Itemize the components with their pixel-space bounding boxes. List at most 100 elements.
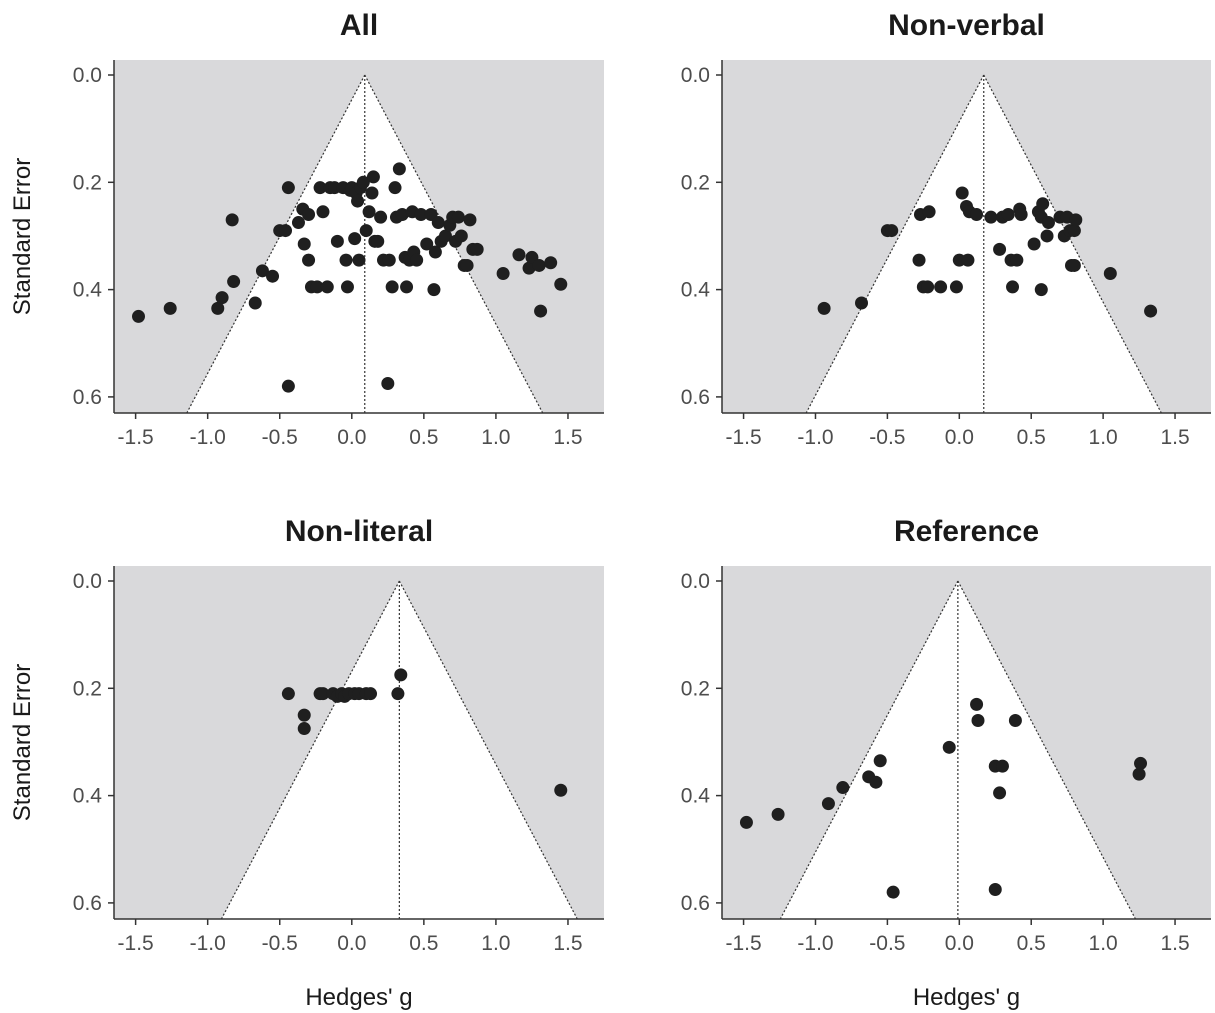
data-point — [248, 296, 262, 310]
data-point — [374, 210, 388, 224]
data-point — [302, 207, 316, 221]
x-tick-label: 1.0 — [1089, 426, 1118, 449]
funnel-left-edge — [186, 74, 366, 413]
data-point — [1069, 213, 1083, 227]
data-point — [534, 304, 548, 318]
y-axis-title: Standard Error — [9, 158, 36, 315]
x-tick-label: 0.0 — [945, 932, 974, 955]
funnel-right-edge — [957, 580, 1137, 919]
data-point — [310, 280, 324, 294]
data-point — [163, 301, 177, 315]
data-point — [400, 280, 414, 294]
data-point — [1006, 280, 1020, 294]
data-point — [356, 175, 370, 189]
panel-non-literal: 0.0 0.2 0.4 0.6 -1.5 -1.0 -0.5 0.0 0.5 1.0 1.5 Non-… — [9, 515, 604, 1011]
x-tick-label: -1.5 — [118, 426, 154, 449]
x-tick-label: 1.5 — [553, 932, 582, 955]
x-tick-label: -0.5 — [869, 426, 905, 449]
data-point — [291, 216, 305, 230]
data-point — [1103, 267, 1117, 281]
data-point — [255, 264, 269, 278]
data-point — [364, 687, 378, 701]
x-tick-label: -1.0 — [190, 426, 226, 449]
y-tick-label: 0.4 — [681, 279, 711, 302]
data-point — [362, 205, 376, 219]
x-tick-label: -1.0 — [190, 932, 226, 955]
data-point — [320, 280, 334, 294]
data-point — [1132, 767, 1146, 781]
data-point — [302, 253, 316, 267]
x-tick-label: 0.5 — [1017, 426, 1046, 449]
y-tick-label: 0.6 — [73, 892, 102, 915]
data-point — [381, 376, 395, 390]
data-point — [739, 815, 753, 829]
data-point — [215, 291, 229, 305]
data-point — [1134, 756, 1148, 770]
data-point — [970, 697, 984, 711]
data-point — [922, 205, 936, 219]
data-point — [385, 280, 399, 294]
data-point — [921, 280, 935, 294]
data-point — [522, 261, 536, 275]
data-point — [266, 269, 280, 283]
data-point — [281, 181, 295, 195]
data-point — [428, 245, 442, 259]
data-point — [211, 301, 225, 315]
panel-non-verbal: 0.0 0.2 0.4 0.6 -1.5 -1.0 -0.5 0.0 0.5 1.0 1.5 Non-… — [681, 9, 1211, 449]
data-point — [885, 224, 899, 238]
data-point — [1144, 304, 1158, 318]
data-point — [1010, 253, 1024, 267]
x-tick-label: 0.0 — [945, 426, 974, 449]
data-point — [281, 687, 295, 701]
x-axis-title: Hedges' g — [913, 984, 1020, 1011]
funnel-left-edge — [805, 74, 985, 413]
y-tick-label: 0.0 — [681, 64, 710, 87]
data-point — [817, 301, 831, 315]
data-point — [454, 229, 468, 243]
data-point — [388, 181, 402, 195]
data-point — [470, 242, 484, 256]
data-point — [365, 186, 379, 200]
y-tick-label: 0.4 — [73, 279, 103, 302]
data-point — [395, 207, 409, 221]
data-point — [873, 754, 887, 768]
y-tick-label: 0.2 — [73, 171, 102, 194]
data-point — [993, 786, 1007, 800]
x-tick-label: 0.5 — [409, 426, 438, 449]
data-point — [391, 687, 405, 701]
data-point — [532, 258, 546, 272]
data-point — [359, 224, 373, 238]
y-tick-label: 0.6 — [681, 892, 710, 915]
data-point — [1067, 224, 1081, 238]
data-point — [410, 253, 424, 267]
data-point — [316, 687, 330, 701]
x-tick-label: 1.0 — [1089, 932, 1118, 955]
panel-title: Reference — [894, 515, 1039, 548]
funnel-right-edge — [398, 580, 578, 919]
data-point — [460, 258, 474, 272]
x-tick-label: 1.0 — [481, 426, 510, 449]
data-point — [281, 379, 295, 393]
data-point — [227, 275, 241, 289]
data-point — [316, 205, 330, 219]
data-point — [313, 181, 327, 195]
funnel-left-edge — [779, 580, 959, 919]
data-point — [463, 213, 477, 227]
data-point — [942, 740, 956, 754]
x-tick-label: -1.5 — [725, 426, 761, 449]
data-point — [394, 668, 408, 682]
y-axis-title: Standard Error — [9, 664, 36, 821]
data-point — [1001, 207, 1015, 221]
data-point — [934, 280, 948, 294]
x-tick-label: -0.5 — [262, 426, 298, 449]
y-tick-label: 0.0 — [73, 570, 102, 593]
x-tick-label: -0.5 — [262, 932, 298, 955]
data-point — [554, 783, 568, 797]
data-point — [496, 267, 510, 281]
data-point — [1041, 216, 1055, 230]
data-point — [1067, 258, 1081, 272]
data-point — [371, 234, 385, 248]
data-point — [427, 283, 441, 297]
data-point — [297, 722, 311, 736]
data-point — [451, 210, 465, 224]
